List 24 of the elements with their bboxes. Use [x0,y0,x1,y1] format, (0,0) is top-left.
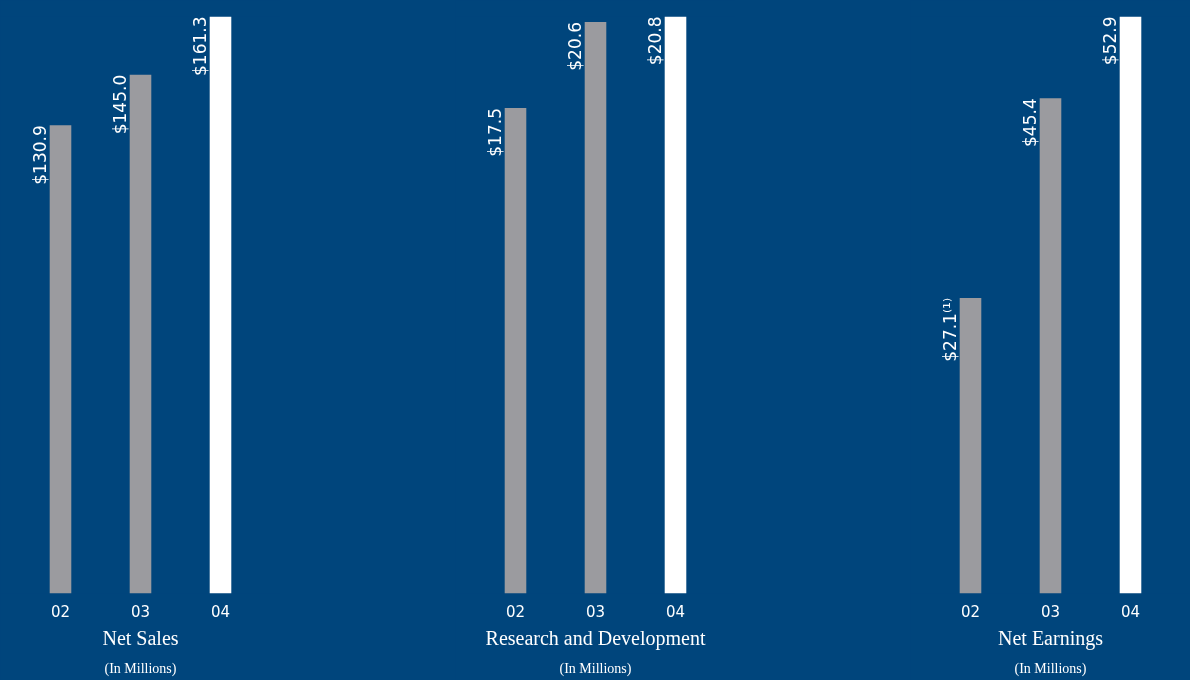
data-label: $20.8 [644,16,665,66]
text: Net Sales [102,626,179,649]
text: (In Millions) [559,660,632,677]
x-tick-label: 02 [50,602,71,621]
x-tick-label: 03 [585,602,606,621]
data-label: $145.0 [109,74,130,135]
data-label: $20.6 [564,22,585,71]
text: Research and Development [485,626,706,650]
data-label: $27.1⁽¹⁾ [939,297,960,362]
x-tick-label: 03 [130,602,151,621]
data-label: $17.5 [484,108,505,157]
data-label: $161.3 [189,16,210,76]
data-label: $52.9 [1099,16,1120,66]
data-label: $45.4 [1019,98,1040,147]
x-tick-label: 04 [1120,602,1141,621]
x-tick-label: 02 [505,602,526,621]
x-tick-label: 04 [665,602,686,621]
text: (In Millions) [1014,660,1087,677]
x-tick-label: 02 [960,602,981,621]
data-label: $130.9 [29,125,50,185]
x-tick-label: 03 [1040,602,1061,621]
text: Net Earnings [998,626,1104,650]
x-tick-label: 04 [210,602,231,621]
text: (In Millions) [104,660,177,677]
